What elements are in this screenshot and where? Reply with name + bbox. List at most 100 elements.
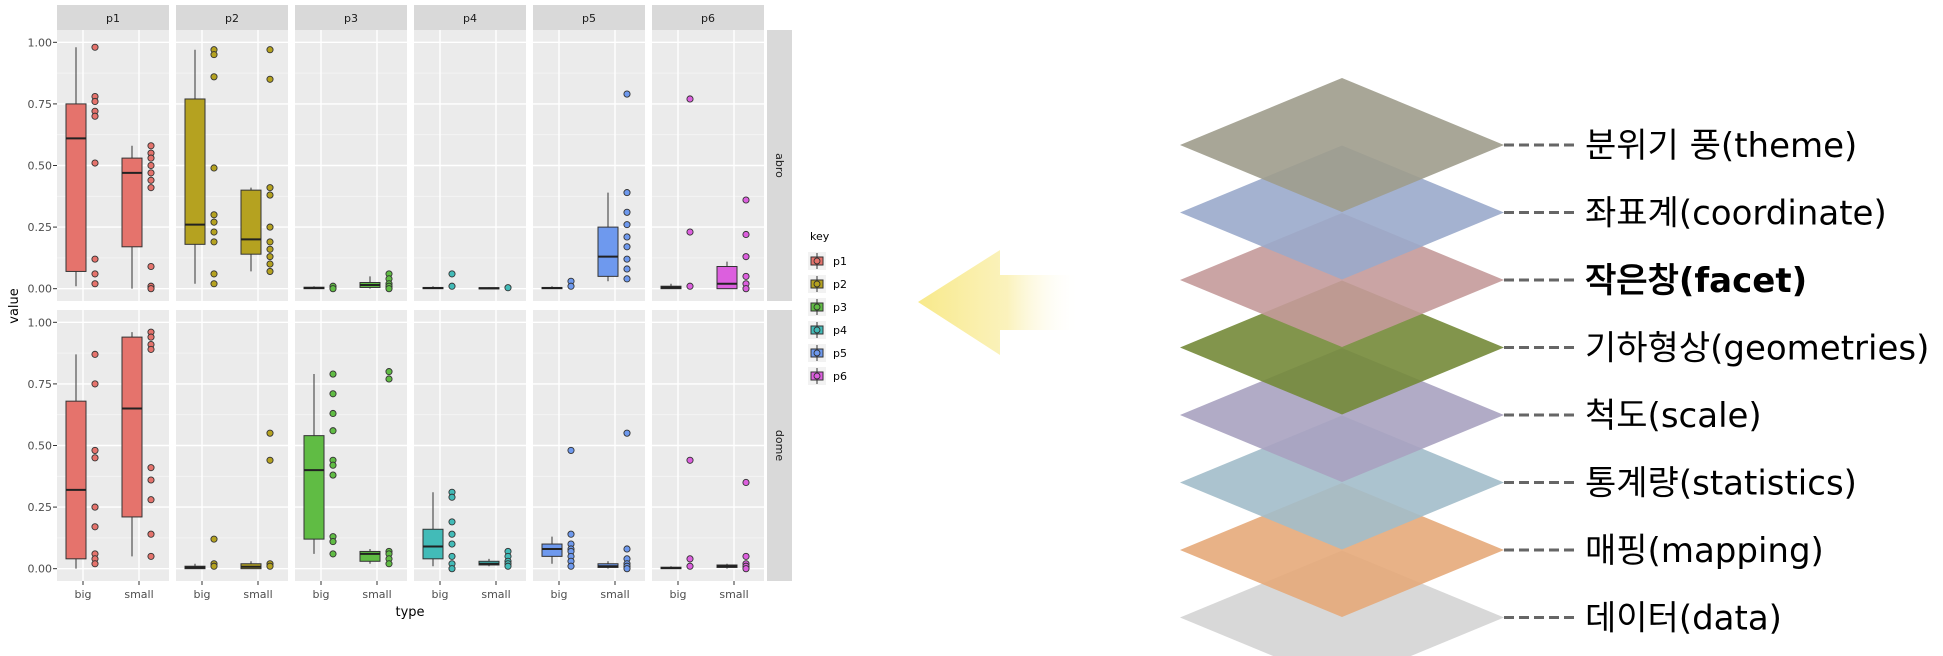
x-tick-label: small xyxy=(243,588,272,601)
data-point xyxy=(91,503,99,511)
data-point xyxy=(147,176,155,184)
layer-label: 분위기 풍(theme) xyxy=(1585,126,1857,166)
data-point xyxy=(210,280,218,288)
data-point xyxy=(329,285,337,293)
data-point xyxy=(266,253,274,261)
data-point xyxy=(504,284,512,292)
legend-label: p2 xyxy=(833,278,847,291)
legend-label: p1 xyxy=(833,255,847,268)
legend-key-point xyxy=(813,349,821,357)
y-tick-label: 0.00 xyxy=(28,283,53,296)
legend-key-point xyxy=(813,326,821,334)
facet-strip-p6 xyxy=(652,5,764,30)
x-axis-title: type xyxy=(395,605,424,620)
data-point xyxy=(91,446,99,454)
data-point xyxy=(742,230,750,239)
data-point xyxy=(623,265,631,273)
box-big xyxy=(303,435,325,540)
x-tick-label: small xyxy=(481,588,510,601)
data-point xyxy=(385,375,393,383)
data-point xyxy=(91,380,99,388)
data-point xyxy=(147,530,155,538)
layer-label: 기하형상(geometries) xyxy=(1585,329,1929,369)
data-point xyxy=(147,496,155,504)
data-point xyxy=(448,540,456,548)
y-tick-label: 0.50 xyxy=(28,440,53,453)
data-point xyxy=(623,255,631,263)
y-tick-label: 0.75 xyxy=(28,98,53,111)
data-point xyxy=(147,345,155,353)
facet-strip-label: p1 xyxy=(106,12,120,25)
data-point xyxy=(147,333,155,341)
layer-label: 데이터(data) xyxy=(1585,599,1782,639)
data-point xyxy=(266,456,274,464)
facet-strip-p4 xyxy=(414,5,526,30)
box-big xyxy=(65,400,87,560)
data-point xyxy=(448,530,456,538)
y-tick-label: 0.25 xyxy=(28,221,53,234)
box-small xyxy=(597,226,619,277)
layer-label: 좌표계(coordinate) xyxy=(1585,194,1887,234)
x-tick-label: big xyxy=(550,588,567,601)
data-point xyxy=(147,552,155,560)
data-point xyxy=(329,550,337,558)
y-tick-label: 0.00 xyxy=(28,563,53,576)
data-point xyxy=(686,228,694,236)
data-point xyxy=(266,429,274,437)
box-big xyxy=(65,103,87,272)
data-point xyxy=(385,285,393,293)
data-point xyxy=(329,461,337,469)
data-point xyxy=(623,275,631,283)
data-point xyxy=(329,409,337,418)
data-point xyxy=(147,154,155,162)
layer-diamond xyxy=(1180,483,1504,617)
data-point xyxy=(266,245,274,253)
data-point xyxy=(91,523,99,531)
data-point xyxy=(686,456,694,464)
data-point xyxy=(742,196,750,204)
facet-strip-label: p4 xyxy=(463,12,477,25)
facet-strip-p5 xyxy=(533,5,645,30)
data-point xyxy=(210,218,218,226)
y-axis-title: value xyxy=(7,288,22,324)
x-tick-label: small xyxy=(362,588,391,601)
data-point xyxy=(567,562,575,570)
legend-label: p4 xyxy=(833,324,847,337)
legend-title: key xyxy=(810,230,830,243)
facet-strip-label: p3 xyxy=(344,12,358,25)
data-point xyxy=(623,243,631,251)
data-point xyxy=(448,552,456,560)
y-tick-label: 0.75 xyxy=(28,378,53,391)
layer-label: 척도(scale) xyxy=(1585,396,1762,436)
data-point xyxy=(210,73,218,81)
data-point xyxy=(623,545,631,553)
box-small xyxy=(121,336,143,518)
data-point xyxy=(448,518,456,526)
data-point xyxy=(686,95,694,103)
data-point xyxy=(567,530,575,538)
data-point xyxy=(448,565,456,573)
data-point xyxy=(210,270,218,278)
legend: key p1 p2 p3 p4 p5 p6 xyxy=(808,230,847,385)
data-point xyxy=(329,538,337,546)
box-big xyxy=(422,528,444,560)
data-point xyxy=(147,161,155,170)
x-tick-label: small xyxy=(719,588,748,601)
data-point xyxy=(210,51,218,59)
data-point xyxy=(91,97,99,105)
data-point xyxy=(266,46,274,54)
facet-grid: p1 p2 p3 p4 p5 p6 abro dome 0.00 0.25 0.50 0.75 1.00… xyxy=(28,5,792,601)
data-point xyxy=(623,208,631,216)
layer-diamond xyxy=(1180,145,1504,280)
x-tick-label: small xyxy=(600,588,629,601)
legend-label: p3 xyxy=(833,301,847,314)
data-point xyxy=(329,390,337,398)
data-point xyxy=(91,454,99,462)
layer-label: 작은창(facet) xyxy=(1585,261,1807,301)
data-point xyxy=(623,189,631,197)
y-tick-label: 0.50 xyxy=(28,160,53,173)
data-point xyxy=(329,370,337,378)
data-point xyxy=(742,478,750,487)
data-point xyxy=(567,446,575,454)
